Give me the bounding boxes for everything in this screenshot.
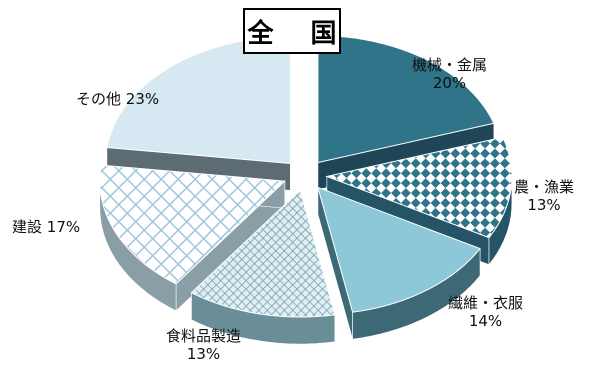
label-other-pct: 23%	[125, 90, 160, 108]
label-construction: 建設 17%	[12, 218, 80, 236]
label-food: 食料品製造 13%	[166, 327, 241, 363]
label-food-name: 食料品製造	[166, 327, 242, 345]
label-food-pct: 13%	[186, 345, 221, 363]
label-construction-pct: 17%	[46, 218, 81, 236]
label-textile-pct: 14%	[468, 312, 503, 330]
label-construction-name: 建設	[12, 218, 43, 236]
slice-construction	[99, 164, 286, 312]
label-other-name: その他	[76, 90, 122, 108]
label-machinery-pct: 20%	[432, 74, 467, 92]
slice-food	[190, 189, 336, 345]
label-textile: 繊維・衣服 14%	[448, 294, 523, 330]
label-other: その他 23%	[76, 90, 159, 108]
label-textile-name: 繊維・衣服	[448, 294, 524, 312]
slice-textile	[317, 186, 481, 340]
label-agriculture-name: 農・漁業	[514, 178, 575, 196]
chart-title-box: 全 国	[243, 8, 341, 54]
label-machinery: 機械・金属 20%	[412, 56, 487, 92]
slice-other	[106, 35, 291, 191]
chart-title: 全 国	[247, 18, 351, 49]
label-machinery-name: 機械・金属	[412, 56, 488, 74]
label-agriculture-pct: 13%	[527, 196, 561, 214]
label-agriculture: 農・漁業 13%	[514, 178, 574, 214]
